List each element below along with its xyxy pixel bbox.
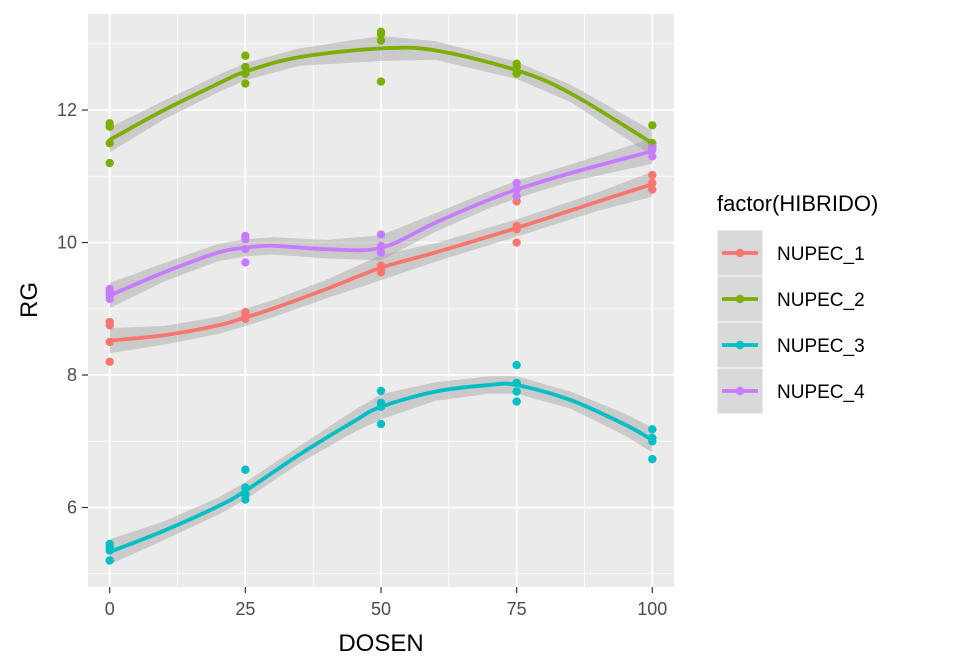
confidence-band-nupec_3 (109, 376, 653, 565)
legend-key-point (735, 294, 745, 304)
data-point-nupec_3 (105, 539, 114, 549)
y-axis-label: RG (16, 282, 43, 318)
data-point-nupec_4 (376, 230, 386, 239)
data-point-nupec_2 (648, 121, 657, 130)
smooth-line-nupec_2 (107, 45, 655, 146)
x-tick-label: 75 (507, 599, 527, 619)
data-point-nupec_4 (512, 178, 521, 188)
data-point-nupec_2 (376, 27, 386, 37)
data-point-nupec_3 (105, 556, 114, 565)
data-point-nupec_2 (512, 59, 521, 68)
legend-label-nupec_2: NUPEC_2 (777, 290, 865, 311)
data-point-nupec_2 (105, 119, 114, 128)
data-point-nupec_1 (512, 238, 521, 247)
data-point-nupec_3 (241, 465, 250, 474)
legend-title: factor(HIBRIDO) (717, 191, 878, 216)
data-point-nupec_3 (512, 387, 521, 396)
data-point-nupec_3 (512, 360, 521, 370)
x-tick-label: 0 (105, 599, 115, 619)
data-point-nupec_2 (241, 79, 250, 88)
x-tick-label: 50 (371, 599, 391, 619)
y-tick-label: 10 (57, 233, 77, 253)
data-point-nupec_2 (105, 138, 114, 148)
x-axis-label: DOSEN (338, 630, 423, 657)
data-point-nupec_4 (241, 231, 250, 241)
axes: 0 25 50 75 100 6 8 10 12 (57, 100, 667, 619)
x-tick-label: 25 (235, 599, 255, 619)
data-point-nupec_3 (648, 454, 657, 464)
legend-label-nupec_4: NUPEC_4 (777, 382, 865, 403)
data-point-nupec_3 (376, 386, 386, 396)
data-point-nupec_4 (376, 248, 386, 257)
data-point-nupec_3 (648, 425, 657, 434)
data-point-nupec_1 (648, 185, 657, 194)
data-point-nupec_1 (105, 357, 114, 366)
legend-label-nupec_3: NUPEC_3 (777, 336, 865, 357)
smooth-line-nupec_3 (107, 381, 655, 554)
data-point-nupec_2 (376, 36, 386, 45)
smooth-line-nupec_1 (107, 182, 655, 343)
data-point-nupec_4 (512, 191, 521, 201)
y-tick-label: 8 (67, 365, 77, 385)
data-point-nupec_3 (512, 397, 521, 406)
x-tick-label: 100 (637, 599, 667, 619)
legend: factor(HIBRIDO) NUPEC_1 NUPEC_2 NUPEC_3 NUP… (716, 191, 878, 415)
data-point-nupec_4 (241, 258, 250, 267)
legend-key-point (735, 340, 745, 350)
data-point-nupec_4 (648, 152, 657, 161)
y-tick-label: 12 (57, 100, 77, 120)
data-point-nupec_1 (648, 170, 657, 180)
data-point-nupec_3 (376, 419, 386, 429)
smooth-lines (107, 45, 655, 554)
data-point-nupec_2 (105, 158, 114, 168)
data-point-nupec_1 (105, 317, 114, 327)
data-point-nupec_2 (376, 77, 386, 86)
y-tick-label: 6 (67, 498, 77, 518)
data-point-nupec_4 (105, 284, 114, 294)
data-point-nupec_2 (241, 51, 250, 60)
smooth-line-nupec_4 (107, 149, 655, 298)
legend-label-nupec_1: NUPEC_1 (777, 244, 865, 265)
data-point-nupec_1 (241, 307, 250, 317)
legend-key-point (735, 386, 745, 396)
data-point-nupec_4 (648, 142, 657, 151)
legend-key-point (735, 248, 745, 258)
